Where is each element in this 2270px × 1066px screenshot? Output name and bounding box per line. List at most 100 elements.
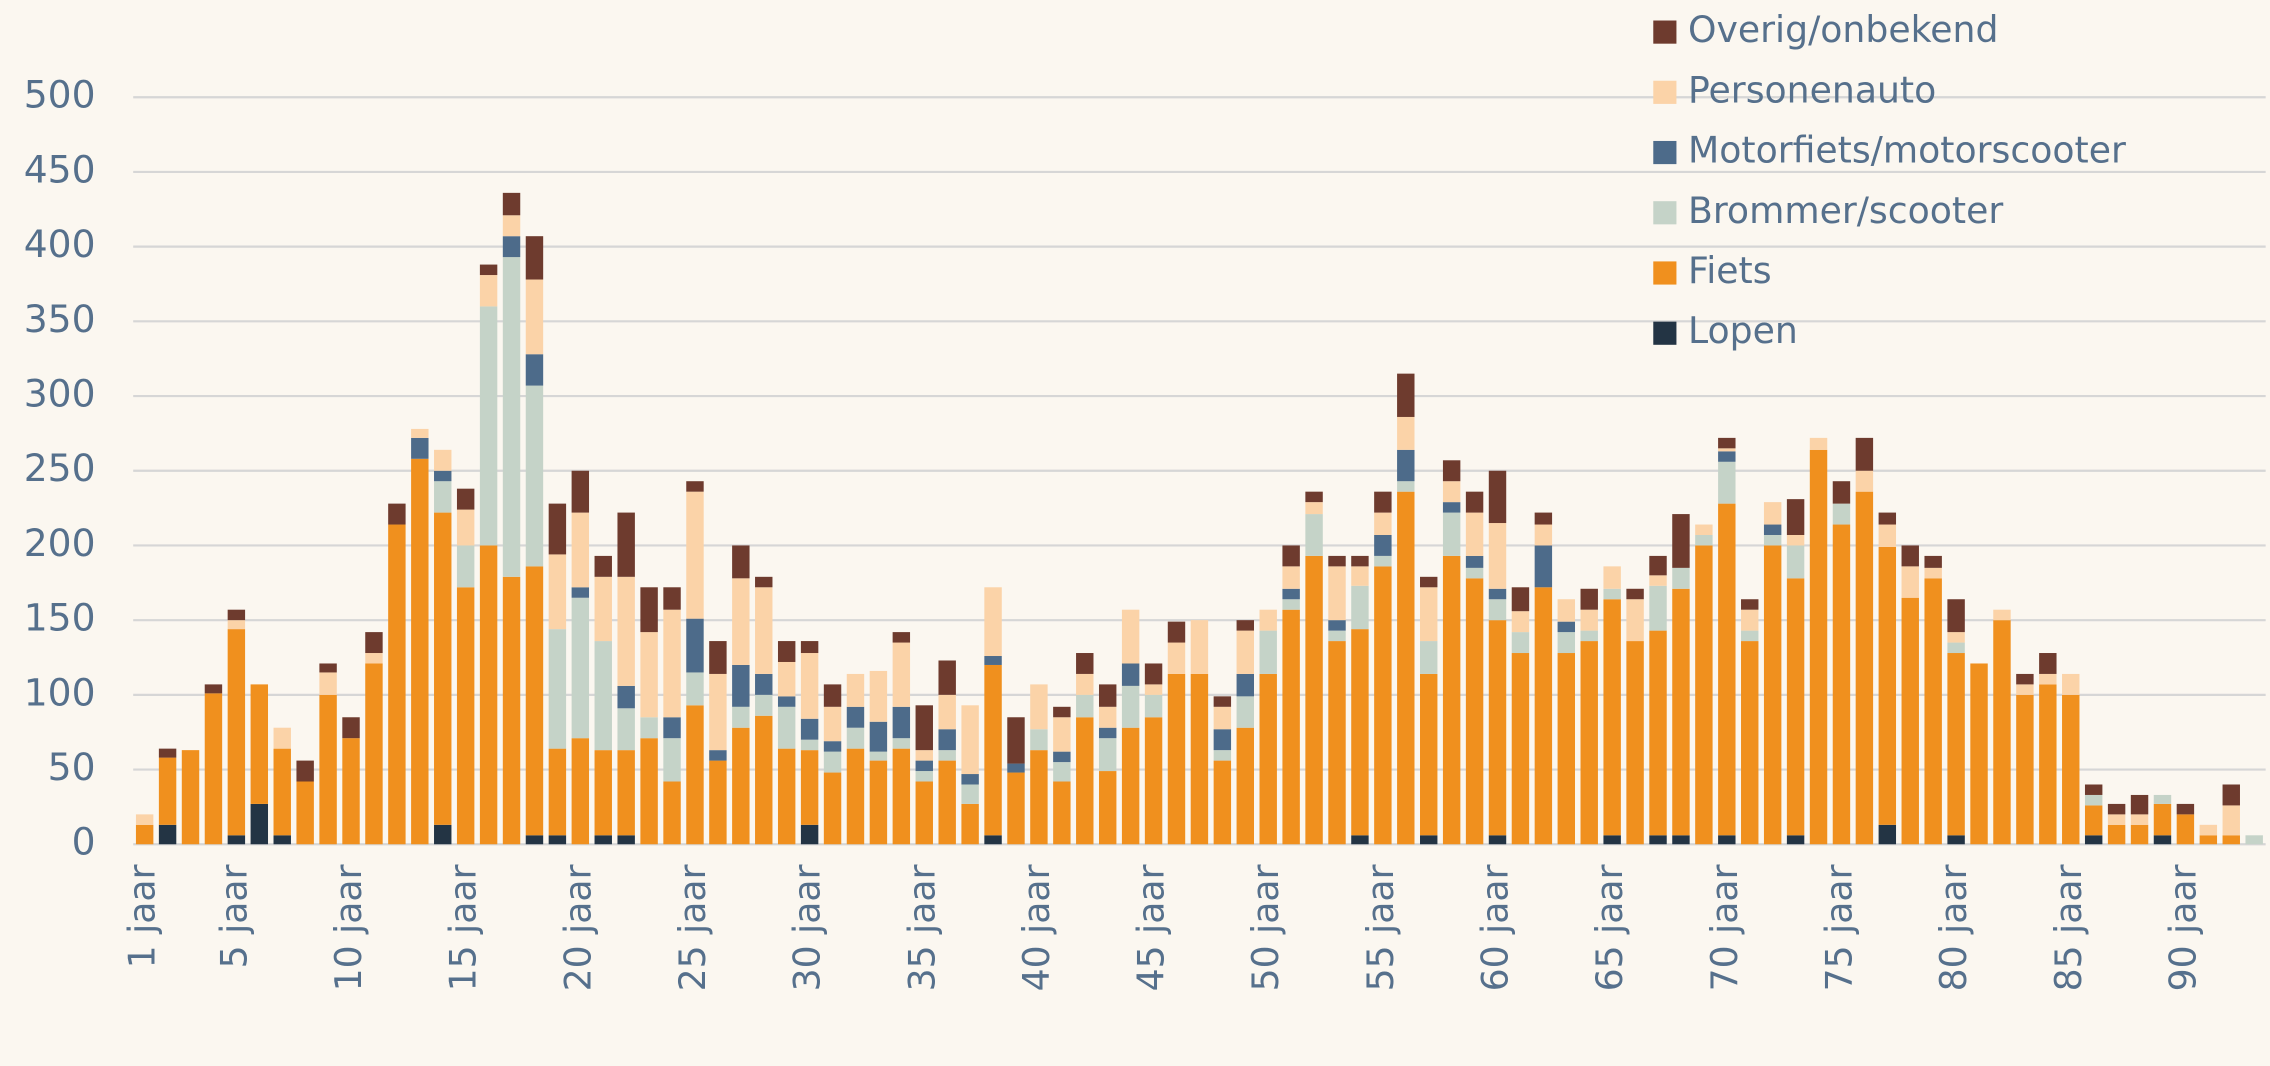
bar-segment [915, 705, 933, 751]
bar-segment [525, 354, 544, 386]
bar-segment [1809, 449, 1828, 845]
x-tick-label: 25 jaar [671, 864, 714, 991]
bar-segment [1328, 566, 1346, 621]
bar-segment [1786, 578, 1805, 836]
bar-segment [1649, 555, 1667, 576]
bar-segment [1718, 437, 1736, 449]
bar-segment [938, 729, 956, 751]
y-tick-label: 250 [24, 446, 96, 490]
bar-segment [1121, 663, 1140, 686]
bar-segment [158, 748, 177, 758]
bar-segment [319, 663, 337, 673]
legend-swatch [1653, 20, 1677, 44]
bar-segment [2084, 835, 2103, 845]
x-tick-label: 70 jaar [1703, 864, 1746, 991]
bar-segment [640, 587, 658, 633]
bar-segment [296, 760, 314, 782]
bar-segment [663, 587, 681, 610]
bar-segment [1718, 835, 1736, 845]
bar-segment [479, 306, 498, 546]
bar-segment [204, 693, 223, 845]
bar-segment [823, 772, 842, 845]
legend-label: Lopen [1688, 309, 1798, 352]
bar-segment [1282, 609, 1300, 845]
bar-segment [617, 708, 635, 751]
bar-segment [1144, 663, 1163, 685]
bar-segment [938, 660, 956, 695]
bar-segment [479, 545, 498, 845]
bar-segment [2222, 835, 2240, 845]
bar-segment [777, 641, 796, 662]
bar-segment [1878, 546, 1897, 825]
bar-segment [1626, 588, 1644, 600]
bar-segment [250, 803, 269, 845]
bar-segment [1282, 599, 1300, 610]
bar-segment [1076, 694, 1094, 718]
x-tick-label: 30 jaar [786, 864, 829, 991]
bar-segment [1236, 673, 1254, 697]
bar-segment [984, 587, 1002, 657]
bar-segment [732, 578, 750, 665]
bar-segment [1718, 451, 1736, 462]
bar-segment [594, 750, 612, 836]
bar-segment [1098, 771, 1117, 845]
bar-segment [2062, 673, 2080, 695]
y-tick-label: 350 [24, 297, 96, 341]
bar-segment [709, 760, 727, 845]
bar-segment [273, 748, 291, 836]
bar-segment [1786, 545, 1805, 579]
bar-segment [571, 597, 590, 739]
bar-segment [1741, 599, 1759, 610]
bar-segment [938, 750, 956, 761]
bar-segment [915, 750, 933, 761]
bar-segment [1901, 597, 1919, 845]
bar-segment [158, 824, 177, 845]
bar-segment [686, 491, 704, 619]
bar-segment [1282, 545, 1300, 567]
bar-segment [365, 632, 383, 654]
bar-segment [1190, 673, 1209, 845]
bar-segment [1053, 717, 1071, 752]
y-tick-label: 50 [48, 745, 96, 789]
bar-segment [2176, 814, 2195, 845]
bar-segment [1786, 499, 1805, 535]
x-tick-label: 75 jaar [1817, 864, 1860, 991]
x-tick-label: 65 jaar [1588, 864, 1631, 991]
bar-segment [456, 488, 475, 510]
bar-segment [846, 673, 865, 707]
bar-segment [663, 738, 681, 782]
bar-segment [732, 664, 750, 707]
bar-segment [296, 781, 314, 845]
bar-segment [1144, 717, 1163, 845]
bar-segment [456, 509, 475, 546]
legend-label: Fiets [1688, 249, 1772, 292]
bar-segment [915, 771, 933, 782]
bar-segment [1488, 599, 1507, 621]
x-tick-label: 50 jaar [1244, 864, 1287, 991]
bar-segment [1053, 706, 1071, 718]
bar-segment [709, 641, 727, 674]
bar-segment [1305, 514, 1323, 556]
bar-segment [2039, 673, 2057, 685]
bar-segment [1420, 576, 1438, 588]
bar-segment [204, 684, 223, 694]
bar-segment [525, 385, 544, 567]
y-tick-label: 100 [24, 670, 96, 714]
x-tick-label: 1 jaar [121, 864, 164, 968]
bar-segment [1695, 524, 1713, 535]
bar-segment [1282, 588, 1300, 600]
bar-segment [1924, 567, 1942, 579]
legend-swatch [1653, 140, 1677, 165]
bar-segment [1053, 781, 1071, 845]
bar-segment [1236, 696, 1254, 728]
x-tick-label: 20 jaar [556, 864, 599, 991]
bar-segment [1603, 835, 1621, 845]
bar-segment [594, 835, 612, 845]
bar-segment [181, 750, 200, 845]
bar-segment [319, 694, 337, 845]
bar-segment [755, 587, 773, 674]
bar-segment [892, 706, 911, 739]
bar-segment [1213, 706, 1232, 730]
bar-segment [1649, 575, 1667, 586]
legend-label: Personenauto [1688, 68, 1936, 111]
